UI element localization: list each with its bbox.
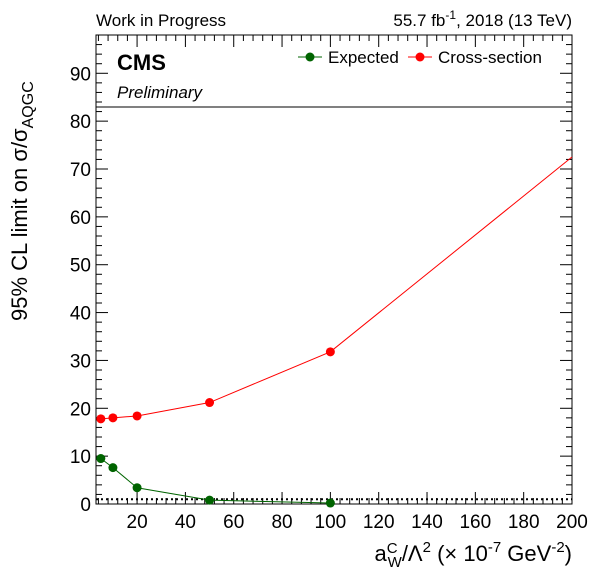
data-point	[108, 413, 118, 423]
y-tick-labels: 0 10 20 30 40 50 60 70 80 90	[70, 64, 91, 516]
y-tick-label: 80	[70, 112, 91, 133]
work-in-progress-label: Work in Progress	[96, 11, 226, 30]
data-point	[205, 495, 215, 505]
y-tick-label: 60	[70, 208, 91, 229]
x-tick-label: 100	[315, 512, 347, 533]
data-point	[132, 483, 142, 493]
x-tick-label: 140	[411, 512, 443, 533]
y-tick-label: 10	[70, 447, 91, 468]
y-tick-label: 20	[70, 399, 91, 420]
legend-marker	[415, 52, 425, 62]
x-tick-label: 200	[556, 512, 588, 533]
data-point	[325, 498, 335, 508]
data-point	[205, 398, 215, 408]
series-line	[100, 458, 331, 504]
data-point	[325, 347, 335, 357]
x-tick-label: 120	[363, 512, 395, 533]
x-tick-label: 20	[127, 512, 148, 533]
x-tick-label: 80	[271, 512, 292, 533]
legend-label: Expected	[328, 48, 399, 67]
y-tick-label: 30	[70, 351, 91, 372]
series-1	[96, 156, 573, 424]
series-0	[96, 454, 335, 508]
x-axis-title: aC W/Λ2 (× 10-7 GeV-2)	[375, 539, 572, 571]
data-point	[96, 414, 106, 424]
series-line	[100, 156, 573, 420]
y-tick-label: 0	[80, 495, 91, 516]
legend: Expected Cross-section	[298, 48, 542, 67]
data-point	[108, 463, 118, 473]
data-series	[96, 156, 573, 508]
x-tick-label: 40	[175, 512, 196, 533]
legend-marker	[305, 52, 315, 62]
preliminary-label: Preliminary	[117, 83, 204, 102]
y-tick-label: 40	[70, 304, 91, 325]
legend-label: Cross-section	[438, 48, 542, 67]
y-tick-label: 50	[70, 256, 91, 277]
x-tick-labels: 20 40 60 80 100 120 140 160 180 200	[127, 512, 588, 533]
x-tick-label: 60	[223, 512, 244, 533]
y-axis-title: 95% CL limit on σ/σAQGC	[7, 81, 37, 321]
y-tick-label: 90	[70, 64, 91, 85]
y-tick-label: 70	[70, 160, 91, 181]
data-point	[96, 454, 106, 464]
x-tick-label: 180	[508, 512, 540, 533]
x-tick-label: 160	[459, 512, 491, 533]
data-point	[132, 411, 142, 421]
plot-frame	[95, 34, 573, 505]
axis-ticks	[96, 34, 573, 505]
luminosity-label: 55.7 fb-1, 2018 (13 TeV)	[393, 8, 572, 30]
cms-label: CMS	[117, 50, 166, 75]
